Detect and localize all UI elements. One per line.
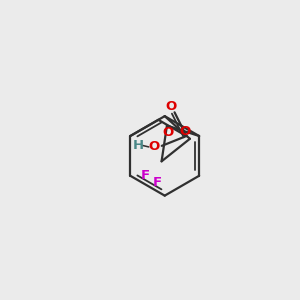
Text: O: O <box>165 100 176 113</box>
Text: F: F <box>153 176 162 189</box>
Text: H: H <box>132 139 143 152</box>
Text: O: O <box>162 126 173 140</box>
Text: O: O <box>148 140 160 153</box>
Text: F: F <box>140 169 149 182</box>
Text: O: O <box>180 125 191 138</box>
